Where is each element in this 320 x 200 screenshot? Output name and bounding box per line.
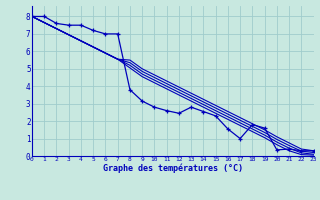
X-axis label: Graphe des températures (°C): Graphe des températures (°C) bbox=[103, 164, 243, 173]
